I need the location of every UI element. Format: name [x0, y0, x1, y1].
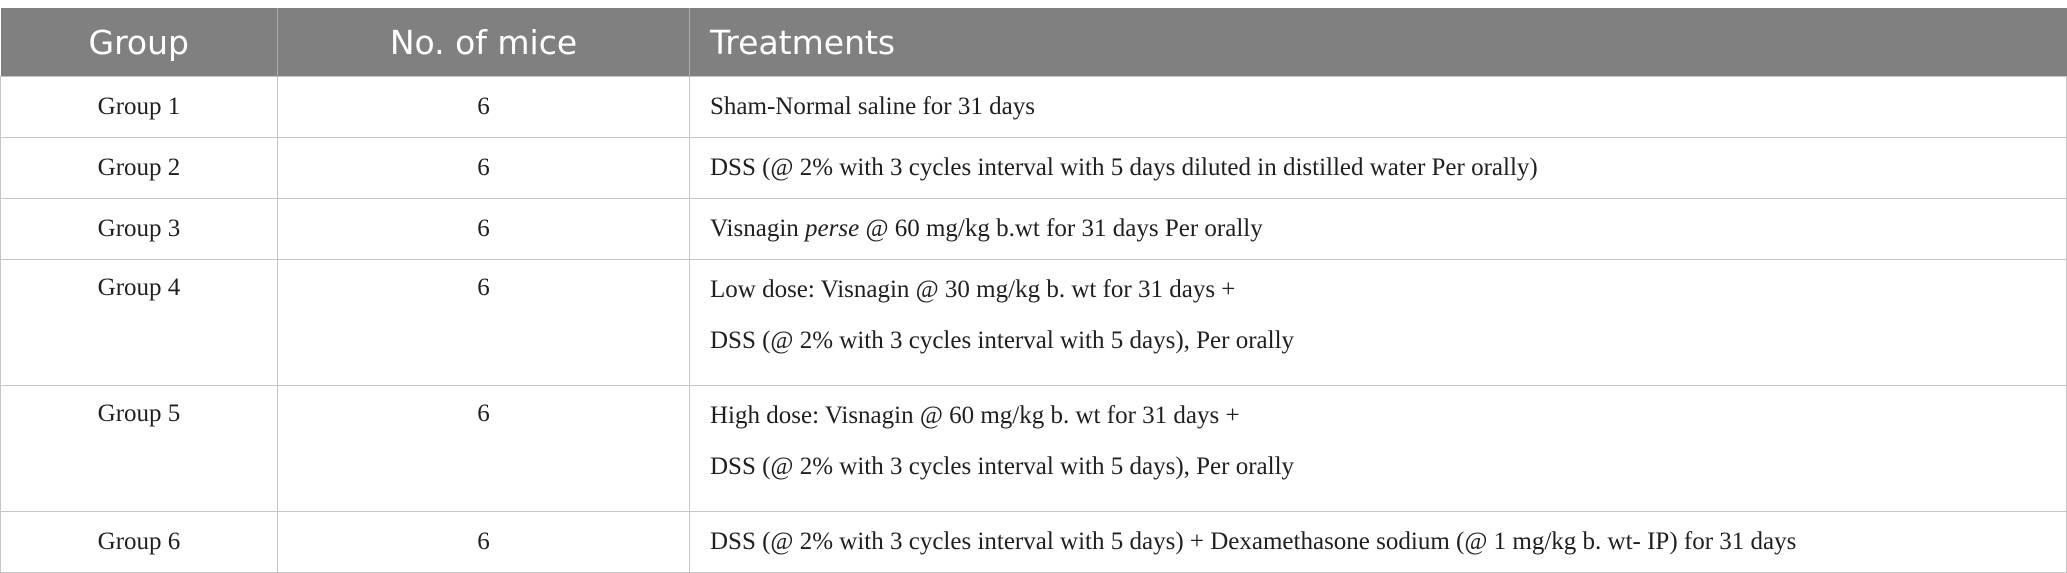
treatment-text-italic: perse — [805, 215, 860, 242]
cell-treatment: High dose: Visnagin @ 60 mg/kg b. wt for… — [689, 385, 2067, 512]
cell-treatment: DSS (@ 2% with 3 cycles interval with 5 … — [689, 137, 2067, 199]
cell-mice: 6 — [277, 198, 690, 260]
column-header-mice: No. of mice — [277, 8, 690, 77]
treatment-line: High dose: Visnagin @ 60 mg/kg b. wt for… — [710, 402, 1240, 429]
cell-mice: 6 — [277, 137, 690, 199]
cell-mice: 6 — [277, 76, 690, 138]
treatment-line: Sham-Normal saline for 31 days — [710, 93, 1035, 120]
treatment-line: DSS (@ 2% with 3 cycles interval with 5 … — [710, 453, 1295, 480]
cell-treatment: Visnagin perse @ 60 mg/kg b.wt for 31 da… — [689, 198, 2067, 260]
column-header-group: Group — [0, 8, 278, 77]
table-row: Group 1 6 Sham-Normal saline for 31 days — [0, 76, 2067, 138]
cell-mice: 6 — [277, 511, 690, 573]
treatment-groups-table: Group No. of mice Treatments Group 1 6 S… — [0, 8, 2067, 573]
treatment-groups-table-container: Group No. of mice Treatments Group 1 6 S… — [0, 8, 2067, 573]
cell-mice: 6 — [277, 385, 690, 512]
cell-treatment: Low dose: Visnagin @ 30 mg/kg b. wt for … — [689, 259, 2067, 386]
treatment-text-pre: Visnagin — [710, 215, 806, 242]
cell-mice: 6 — [277, 259, 690, 386]
cell-group: Group 3 — [0, 198, 278, 260]
treatment-line: DSS (@ 2% with 3 cycles interval with 5 … — [710, 528, 1797, 555]
table-body: Group 1 6 Sham-Normal saline for 31 days… — [0, 76, 2067, 573]
table-row: Group 6 6 DSS (@ 2% with 3 cycles interv… — [0, 511, 2067, 573]
header-row: Group No. of mice Treatments — [0, 8, 2067, 77]
table-header: Group No. of mice Treatments — [0, 8, 2067, 77]
cell-group: Group 6 — [0, 511, 278, 573]
table-row: Group 2 6 DSS (@ 2% with 3 cycles interv… — [0, 137, 2067, 199]
column-header-treatments: Treatments — [689, 8, 2067, 77]
treatment-text-post: @ 60 mg/kg b.wt for 31 days Per orally — [859, 215, 1263, 242]
cell-group: Group 1 — [0, 76, 278, 138]
treatment-line: Low dose: Visnagin @ 30 mg/kg b. wt for … — [710, 276, 1236, 303]
cell-group: Group 5 — [0, 385, 278, 512]
cell-group: Group 4 — [0, 259, 278, 386]
cell-treatment: Sham-Normal saline for 31 days — [689, 76, 2067, 138]
table-row: Group 4 6 Low dose: Visnagin @ 30 mg/kg … — [0, 259, 2067, 386]
treatment-line: Visnagin perse @ 60 mg/kg b.wt for 31 da… — [710, 213, 2066, 245]
treatment-line: DSS (@ 2% with 3 cycles interval with 5 … — [710, 327, 1295, 354]
cell-group: Group 2 — [0, 137, 278, 199]
cell-treatment: DSS (@ 2% with 3 cycles interval with 5 … — [689, 511, 2067, 573]
treatment-line: DSS (@ 2% with 3 cycles interval with 5 … — [710, 154, 1538, 181]
table-row: Group 3 6 Visnagin perse @ 60 mg/kg b.wt… — [0, 198, 2067, 260]
table-row: Group 5 6 High dose: Visnagin @ 60 mg/kg… — [0, 385, 2067, 512]
